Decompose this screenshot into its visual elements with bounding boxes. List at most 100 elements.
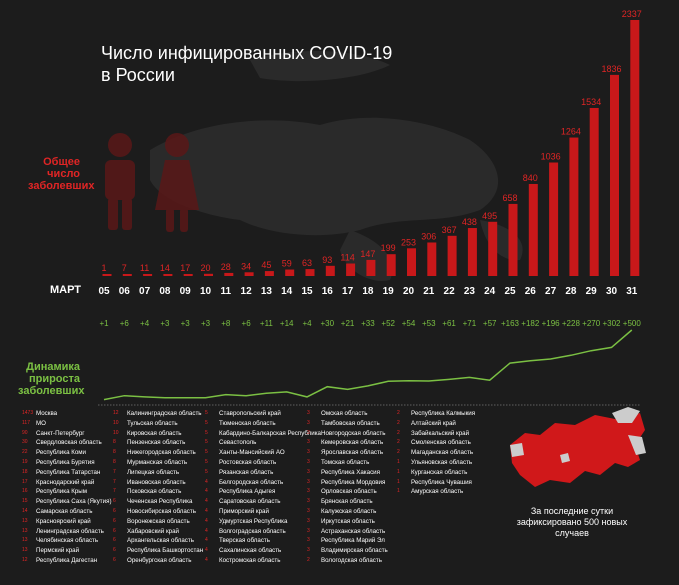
region-name: Ивановская область bbox=[127, 478, 186, 486]
day-tick-label: 23 bbox=[464, 286, 476, 297]
region-name: Республика Калмыкия bbox=[411, 410, 476, 417]
increment-label: +6 bbox=[242, 319, 252, 328]
region-name: Сахалинская область bbox=[219, 547, 282, 555]
day-tick-label: 13 bbox=[261, 286, 273, 297]
region-case-count: 13 bbox=[22, 517, 28, 524]
region-name: Хабаровский край bbox=[127, 527, 179, 535]
growth-label-line: прироста bbox=[28, 373, 80, 385]
region-case-count: 4 bbox=[205, 547, 208, 554]
region-row: 90 Санкт-Петербург bbox=[22, 429, 112, 439]
increment-label: +4 bbox=[302, 319, 312, 328]
region-name: Краснодарский край bbox=[36, 478, 95, 486]
region-case-count: 2 bbox=[397, 449, 400, 456]
region-row: 5 Тюменская область bbox=[205, 419, 321, 429]
region-name: Псковская область bbox=[127, 488, 182, 496]
day-tick-label: 15 bbox=[301, 286, 313, 297]
region-name: Архангельская область bbox=[127, 537, 194, 545]
region-name: Томская область bbox=[321, 458, 370, 466]
region-name: Калининградская область bbox=[127, 410, 202, 417]
region-name: Тамбовская область bbox=[321, 419, 380, 427]
region-row: 16 Республика Крым bbox=[22, 487, 112, 497]
region-row: 3 Владимирская область bbox=[307, 546, 388, 556]
region-name: Брянская область bbox=[321, 498, 373, 506]
region-name: Республика Мордовия bbox=[321, 478, 386, 486]
region-row: 3 Республика Хакасия bbox=[307, 468, 388, 478]
region-name: Ленинградская область bbox=[36, 527, 104, 535]
increment-label: +61 bbox=[442, 319, 456, 328]
region-case-count: 2 bbox=[307, 556, 310, 563]
region-column-5: 2 Республика Калмыкия 2 Алтайский край 2 Заба… bbox=[397, 409, 475, 497]
region-case-count: 2 bbox=[397, 439, 400, 446]
region-row: 10 Кировская область bbox=[113, 429, 203, 439]
region-case-count: 7 bbox=[113, 478, 116, 485]
increment-label: +14 bbox=[280, 319, 294, 328]
region-row: 4 Республика Адыгея bbox=[205, 487, 321, 497]
day-tick-label: 14 bbox=[281, 286, 293, 297]
region-case-count: 13 bbox=[22, 547, 28, 554]
bar bbox=[122, 274, 132, 276]
increment-label: +21 bbox=[341, 319, 355, 328]
region-row: 3 Новгородская область bbox=[307, 429, 388, 439]
value-label: 7 bbox=[122, 263, 127, 273]
bar bbox=[427, 242, 437, 276]
region-row: 7 Липецкая область bbox=[113, 468, 203, 478]
region-name: Самарская область bbox=[36, 507, 93, 515]
bar bbox=[630, 20, 640, 276]
region-name: Белгородская область bbox=[219, 478, 284, 486]
region-name: Курганская область bbox=[411, 468, 468, 476]
region-name: Республика Адыгея bbox=[219, 488, 276, 496]
region-row: 4 Белгородская область bbox=[205, 478, 321, 488]
region-name: Республика Крым bbox=[36, 488, 87, 496]
region-name: Республика Саха (Якутия) bbox=[36, 498, 112, 506]
region-name: Красноярский край bbox=[36, 517, 91, 525]
increment-label: +163 bbox=[501, 319, 520, 328]
increment-label: +30 bbox=[321, 319, 335, 328]
bar bbox=[407, 248, 416, 276]
region-row: 19 Республика Бурятия bbox=[22, 458, 112, 468]
region-row: 7 Псковская область bbox=[113, 487, 203, 497]
value-label: 34 bbox=[241, 261, 251, 271]
bar bbox=[183, 274, 193, 276]
increment-label: +71 bbox=[463, 319, 477, 328]
region-row: 1473 Москва bbox=[22, 409, 112, 419]
region-row: 12 Калининградская область bbox=[113, 409, 203, 419]
region-name: Челябинская область bbox=[36, 537, 99, 545]
increment-label: +182 bbox=[521, 319, 540, 328]
value-label: 199 bbox=[381, 243, 396, 253]
region-row: 3 Республика Марий Эл bbox=[307, 536, 388, 546]
region-name: Республика Чувашия bbox=[411, 478, 472, 486]
region-name: Кемеровская область bbox=[321, 439, 384, 447]
region-case-count: 5 bbox=[205, 439, 208, 446]
bar bbox=[386, 254, 396, 276]
region-case-count: 3 bbox=[307, 527, 310, 534]
increment-label: +11 bbox=[260, 319, 274, 328]
region-row: 4 Костромская область bbox=[205, 556, 321, 566]
value-label: 147 bbox=[360, 249, 375, 259]
value-label: 114 bbox=[340, 253, 354, 263]
region-name: Ханты-Мансийский АО bbox=[219, 449, 285, 457]
region-case-count: 4 bbox=[205, 517, 208, 524]
total-label-line: заболевших bbox=[28, 180, 95, 192]
region-case-count: 3 bbox=[307, 547, 310, 554]
region-row: 1 Курганская область bbox=[397, 468, 475, 478]
value-label: 438 bbox=[462, 217, 477, 227]
value-label: 1036 bbox=[541, 152, 561, 162]
region-name: Воронежская область bbox=[127, 517, 190, 525]
bar bbox=[346, 263, 356, 276]
region-name: Республика Коми bbox=[36, 449, 86, 457]
region-case-count: 1 bbox=[397, 468, 400, 475]
increment-label: +500 bbox=[623, 319, 642, 328]
region-name: Иркутская область bbox=[321, 517, 375, 525]
region-name: Владимирская область bbox=[321, 547, 388, 555]
region-name: Чеченская Республика bbox=[127, 498, 193, 506]
region-name: Новгородская область bbox=[321, 429, 386, 437]
region-name: Орловская область bbox=[321, 488, 377, 496]
title-line-1: Число инфицированных COVID-19 bbox=[101, 43, 393, 63]
region-name: Оренбургская область bbox=[127, 556, 192, 564]
region-name: Новосибирская область bbox=[127, 507, 196, 515]
region-case-count: 12 bbox=[22, 556, 28, 563]
region-row: 13 Пермский край bbox=[22, 546, 112, 556]
region-case-count: 13 bbox=[22, 537, 28, 544]
month-label: МАРТ bbox=[50, 284, 82, 296]
title-line-2: в России bbox=[101, 65, 175, 85]
